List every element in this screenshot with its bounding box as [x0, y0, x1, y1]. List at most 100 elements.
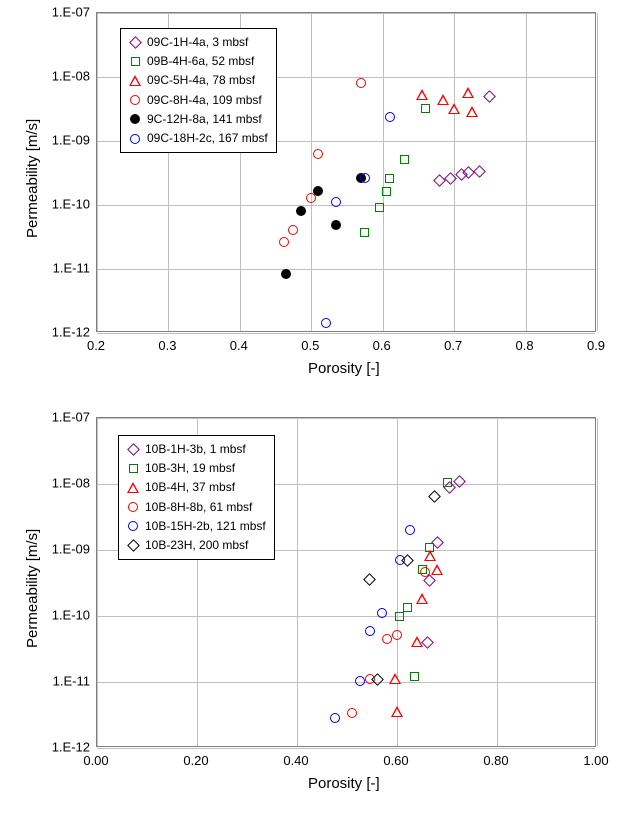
y-tick-label: 1.E-09 [40, 133, 90, 148]
data-point [466, 106, 478, 118]
y-tick-label: 1.E-08 [40, 476, 90, 491]
data-point [421, 636, 433, 648]
data-point [359, 227, 371, 239]
data-point [411, 636, 423, 648]
legend-marker-icon [127, 540, 139, 552]
data-point [404, 524, 416, 536]
data-point [416, 593, 428, 605]
data-point [455, 168, 467, 180]
legend-item: 10B-1H-3b, 1 mbsf [127, 440, 266, 459]
data-point [359, 172, 371, 184]
legend-label: 09C-18H-2c, 167 mbsf [147, 129, 268, 148]
data-point [312, 148, 324, 160]
data-point [431, 536, 443, 548]
legend-item: 10B-3H, 19 mbsf [127, 459, 266, 478]
legend-label: 10B-23H, 200 mbsf [145, 536, 248, 555]
data-point [364, 625, 376, 637]
legend-marker-icon [127, 482, 139, 494]
x-axis-label-1: Porosity [-] [308, 360, 380, 377]
data-point [364, 573, 376, 585]
y-axis-label-1: Permeability [m/s] [24, 119, 41, 238]
x-tick-label: 0.5 [301, 338, 319, 353]
legend-2: 10B-1H-3b, 1 mbsf10B-3H, 19 mbsf10B-4H, … [118, 435, 275, 560]
legend-marker-icon [129, 94, 141, 106]
data-point [424, 575, 436, 587]
legend-item: 09C-8H-4a, 109 mbsf [129, 91, 268, 110]
x-tick-label: 0.00 [83, 753, 108, 768]
data-point [462, 167, 474, 179]
data-point [437, 94, 449, 106]
data-point [384, 111, 396, 123]
legend-item: 09C-1H-4a, 3 mbsf [129, 33, 268, 52]
legend-item: 09C-5H-4a, 78 mbsf [129, 71, 268, 90]
x-tick-label: 0.40 [283, 753, 308, 768]
legend-label: 10B-15H-2b, 121 mbsf [145, 517, 266, 536]
x-tick-label: 0.8 [516, 338, 534, 353]
legend-marker-icon [129, 133, 141, 145]
legend-item: 10B-4H, 37 mbsf [127, 478, 266, 497]
data-point [419, 566, 431, 578]
data-point [394, 554, 406, 566]
x-tick-label: 0.3 [158, 338, 176, 353]
legend-label: 10B-4H, 37 mbsf [145, 478, 235, 497]
legend-label: 9C-12H-8a, 141 mbsf [147, 110, 262, 129]
legend-marker-icon [127, 520, 139, 532]
x-tick-label: 1.00 [583, 753, 608, 768]
legend-item: 09C-18H-2c, 167 mbsf [129, 129, 268, 148]
legend-label: 10B-1H-3b, 1 mbsf [145, 440, 246, 459]
data-point [320, 317, 332, 329]
data-point [424, 550, 436, 562]
data-point [354, 675, 366, 687]
data-point [431, 564, 443, 576]
x-tick-label: 0.60 [383, 753, 408, 768]
data-point [462, 87, 474, 99]
data-point [398, 153, 410, 165]
x-tick-label: 0.20 [183, 753, 208, 768]
legend-label: 09C-8H-4a, 109 mbsf [147, 91, 262, 110]
data-point [371, 673, 383, 685]
legend-label: 10B-3H, 19 mbsf [145, 459, 235, 478]
y-tick-label: 1.E-08 [40, 69, 90, 84]
legend-item: 09B-4H-6a, 52 mbsf [129, 52, 268, 71]
legend-item: 9C-12H-8a, 141 mbsf [129, 110, 268, 129]
data-point [364, 673, 376, 685]
data-point [329, 712, 341, 724]
data-point [330, 219, 342, 231]
legend-label: 09C-5H-4a, 78 mbsf [147, 71, 255, 90]
data-point [376, 607, 388, 619]
y-tick-label: 1.E-07 [40, 410, 90, 425]
data-point [444, 481, 456, 493]
y-axis-label-2: Permeability [m/s] [24, 529, 41, 648]
data-point [416, 89, 428, 101]
data-point [389, 673, 401, 685]
y-tick-label: 1.E-10 [40, 608, 90, 623]
y-tick-label: 1.E-12 [40, 325, 90, 340]
data-point [384, 172, 396, 184]
legend-marker-icon [129, 56, 141, 68]
legend-item: 10B-15H-2b, 121 mbsf [127, 517, 266, 536]
x-axis-label-2: Porosity [-] [308, 775, 380, 792]
legend-label: 09C-1H-4a, 3 mbsf [147, 33, 248, 52]
legend-marker-icon [129, 37, 141, 49]
x-tick-label: 0.6 [373, 338, 391, 353]
y-tick-label: 1.E-11 [40, 261, 90, 276]
data-point [429, 490, 441, 502]
data-point [346, 707, 358, 719]
legend-item: 10B-8H-8b, 61 mbsf [127, 498, 266, 517]
data-point [401, 601, 413, 613]
legend-label: 10B-8H-8b, 61 mbsf [145, 498, 252, 517]
x-tick-label: 0.2 [87, 338, 105, 353]
x-tick-label: 0.4 [230, 338, 248, 353]
legend-item: 10B-23H, 200 mbsf [127, 536, 266, 555]
data-point [424, 541, 436, 553]
x-tick-label: 0.7 [444, 338, 462, 353]
data-point [441, 477, 453, 489]
data-point [434, 175, 446, 187]
legend-marker-icon [129, 113, 141, 125]
legend-marker-icon [129, 75, 141, 87]
data-point [330, 196, 342, 208]
legend-1: 09C-1H-4a, 3 mbsf09B-4H-6a, 52 mbsf09C-5… [120, 28, 277, 153]
data-point [484, 90, 496, 102]
data-point [355, 172, 367, 184]
legend-label: 09B-4H-6a, 52 mbsf [147, 52, 254, 71]
